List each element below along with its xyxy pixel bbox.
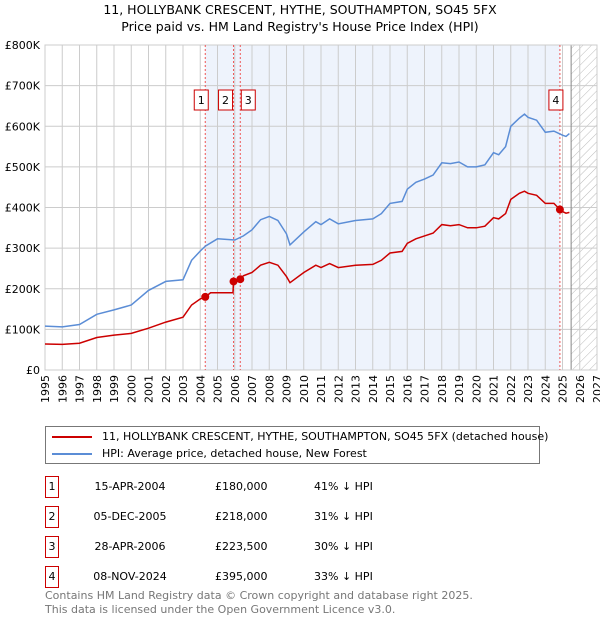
- sale-point: [201, 292, 210, 301]
- hpi-difference: 33% ↓ HPI: [314, 570, 373, 583]
- legend-hpi: HPI: Average price, detached house, New …: [102, 447, 367, 460]
- x-tick-label: 1996: [56, 375, 69, 403]
- x-tick-label: 2027: [591, 375, 600, 403]
- x-tick-label: 2017: [419, 375, 432, 403]
- sale-price: £223,500: [215, 540, 268, 553]
- x-tick-label: 1997: [74, 375, 87, 403]
- sale-point: [229, 277, 238, 286]
- sale-label-box: [218, 89, 234, 111]
- sale-marker-badge: 4: [45, 566, 59, 588]
- x-tick-label: 2016: [401, 375, 414, 403]
- y-tick-label: £0: [26, 364, 40, 377]
- x-tick-label: 2012: [332, 375, 345, 403]
- x-tick-label: 1999: [108, 375, 121, 403]
- footer-copyright: Contains HM Land Registry data © Crown c…: [45, 589, 473, 602]
- transaction-row: 2 05-DEC-2005 £218,000 31% ↓ HPI: [45, 506, 445, 528]
- x-tick-label: 2019: [453, 375, 466, 403]
- hpi-difference: 30% ↓ HPI: [314, 540, 373, 553]
- property-line-swatch: [52, 435, 92, 438]
- chart-title: 11, HOLLYBANK CRESCENT, HYTHE, SOUTHAMPT…: [103, 2, 497, 17]
- y-tick-label: £400K: [5, 202, 41, 215]
- sale-point: [555, 205, 564, 214]
- x-tick-label: 2025: [557, 375, 570, 403]
- transaction-row: 1 15-APR-2004 £180,000 41% ↓ HPI: [45, 476, 445, 498]
- sale-price: £395,000: [215, 570, 268, 583]
- x-tick-label: 1995: [39, 375, 52, 403]
- sale-date: 28-APR-2006: [94, 540, 166, 553]
- hpi-line: [44, 113, 570, 328]
- x-tick-label: 2023: [522, 375, 535, 403]
- x-tick-label: 2018: [436, 375, 449, 403]
- x-tick-label: 1998: [91, 375, 104, 403]
- sale-price: £180,000: [215, 480, 268, 493]
- y-tick-label: £700K: [5, 80, 41, 93]
- x-tick-label: 2020: [470, 375, 483, 403]
- sale-label: 1: [198, 94, 205, 107]
- y-tick-label: £200K: [5, 283, 41, 296]
- chart-subtitle: Price paid vs. HM Land Registry's House …: [121, 19, 479, 34]
- x-tick-label: 2002: [160, 375, 173, 403]
- x-tick-label: 2021: [488, 375, 501, 403]
- x-tick-label: 2009: [281, 375, 294, 403]
- sale-label-box: [193, 89, 209, 111]
- transaction-row: 3 28-APR-2006 £223,500 30% ↓ HPI: [45, 536, 445, 558]
- x-tick-label: 2024: [539, 375, 552, 403]
- x-tick-label: 2013: [350, 375, 363, 403]
- y-tick-label: £100K: [5, 323, 41, 336]
- y-tick-label: £300K: [5, 242, 41, 255]
- x-tick-label: 2022: [505, 375, 518, 403]
- transaction-row: 4 08-NOV-2024 £395,000 33% ↓ HPI: [45, 566, 445, 588]
- property-price-line: [44, 190, 570, 346]
- chart-legend: 11, HOLLYBANK CRESCENT, HYTHE, SOUTHAMPT…: [45, 426, 548, 464]
- sale-date: 15-APR-2004: [94, 480, 166, 493]
- x-tick-label: 2004: [194, 375, 207, 403]
- y-tick-label: £600K: [5, 120, 41, 133]
- x-tick-label: 2007: [246, 375, 259, 403]
- sale-label-box: [240, 89, 256, 111]
- hpi-difference: 31% ↓ HPI: [314, 510, 373, 523]
- x-tick-label: 2014: [367, 375, 380, 403]
- x-tick-label: 2005: [212, 375, 225, 403]
- sale-date: 08-NOV-2024: [93, 570, 167, 583]
- y-tick-label: £500K: [5, 161, 41, 174]
- x-tick-label: 2006: [229, 375, 242, 403]
- sale-date: 05-DEC-2005: [93, 510, 167, 523]
- sale-label: 3: [245, 94, 252, 107]
- y-tick-label: £800K: [5, 39, 41, 52]
- hpi-difference: 41% ↓ HPI: [314, 480, 373, 493]
- x-tick-label: 2010: [298, 375, 311, 403]
- sale-marker-badge: 1: [45, 476, 59, 498]
- x-tick-label: 2011: [315, 375, 328, 403]
- plot-frame: [44, 44, 598, 371]
- sale-marker-badge: 3: [45, 536, 59, 558]
- x-tick-label: 2026: [574, 375, 587, 403]
- sale-label: 2: [222, 94, 229, 107]
- sale-label: 4: [552, 94, 559, 107]
- sale-label-box: [548, 89, 564, 111]
- legend-property: 11, HOLLYBANK CRESCENT, HYTHE, SOUTHAMPT…: [102, 430, 549, 443]
- sale-marker-badge: 2: [45, 506, 59, 528]
- x-tick-label: 2008: [263, 375, 276, 403]
- sale-price: £218,000: [215, 510, 268, 523]
- x-tick-label: 2001: [143, 375, 156, 403]
- sale-point: [236, 275, 245, 284]
- x-tick-label: 2000: [125, 375, 138, 403]
- x-tick-label: 2003: [177, 375, 190, 403]
- x-tick-label: 2015: [384, 375, 397, 403]
- price-chart: 1995 1996 1997 1998 1999 2000 2001 2002 2003 2004…: [5, 39, 600, 403]
- hpi-line-swatch: [52, 452, 92, 455]
- footer-licence: This data is licensed under the Open Gov…: [45, 603, 396, 616]
